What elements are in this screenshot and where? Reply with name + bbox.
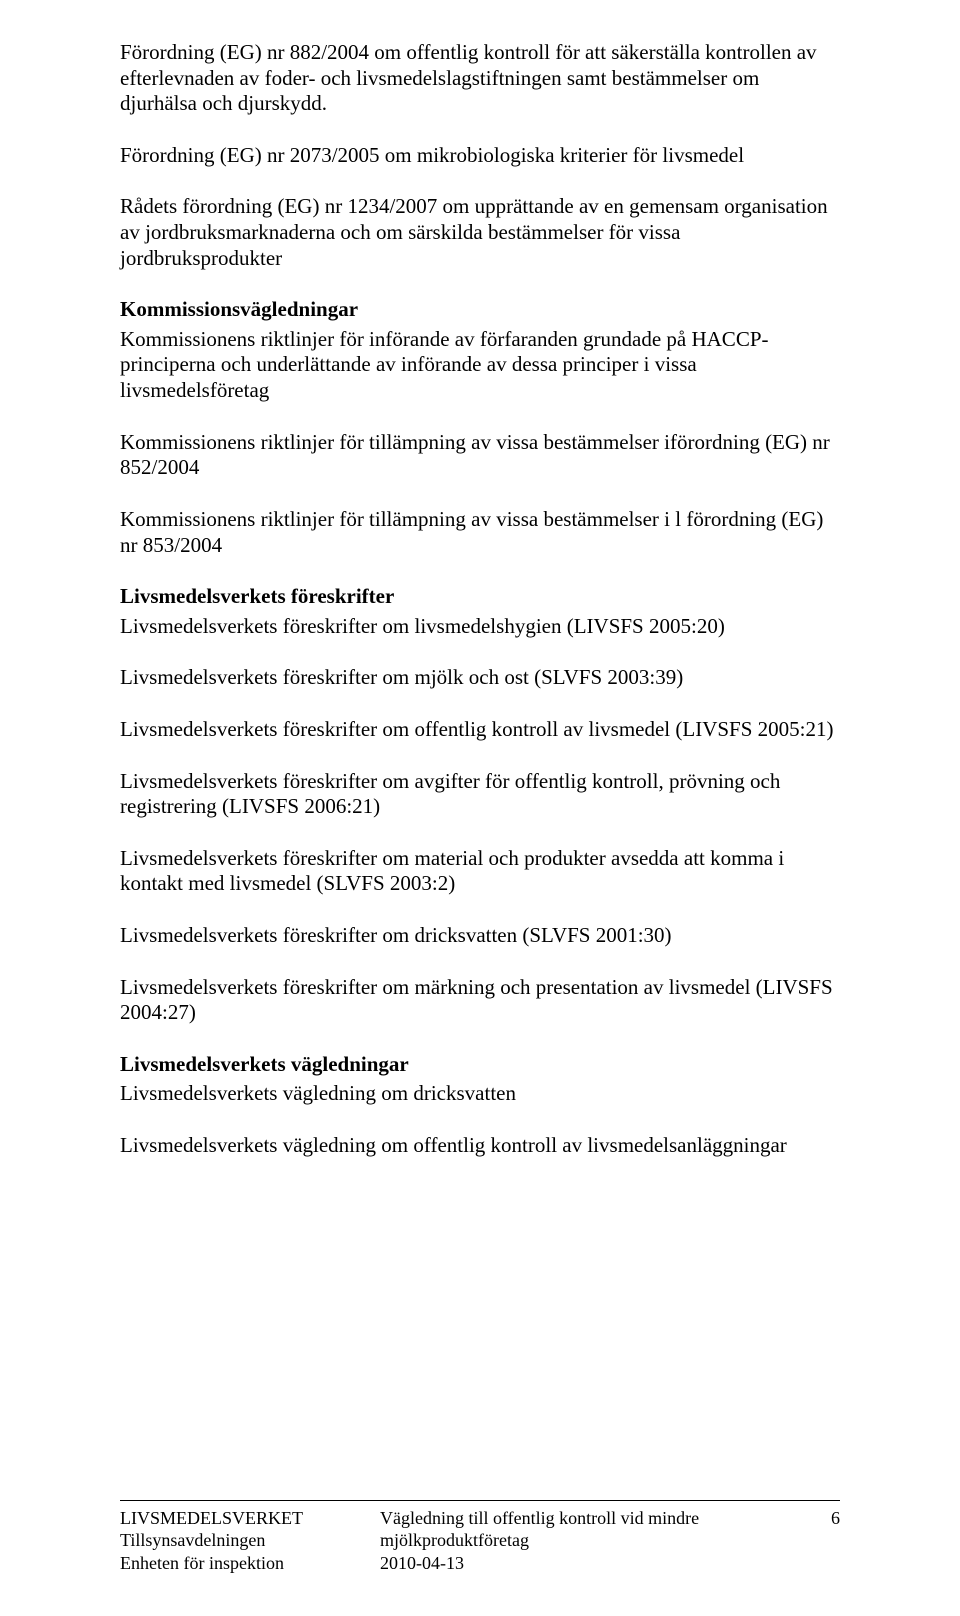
paragraph: Livsmedelsverkets föreskrifter om märkni…	[120, 975, 840, 1026]
paragraph: Livsmedelsverkets föreskrifter om dricks…	[120, 923, 840, 949]
paragraph: Rådets förordning (EG) nr 1234/2007 om u…	[120, 194, 840, 271]
footer-date: 2010-04-13	[380, 1552, 780, 1575]
paragraph: Kommissionens riktlinjer för införande a…	[120, 327, 840, 404]
body-content: Förordning (EG) nr 882/2004 om offentlig…	[120, 40, 840, 1159]
page: Förordning (EG) nr 882/2004 om offentlig…	[0, 0, 960, 1616]
page-footer: LIVSMEDELSVERKET Tillsynsavdelningen Enh…	[120, 1500, 840, 1575]
paragraph: Livsmedelsverkets vägledning om offentli…	[120, 1133, 840, 1159]
paragraph: Livsmedelsverkets föreskrifter om offent…	[120, 717, 840, 743]
footer-unit-name: Enheten för inspektion	[120, 1552, 380, 1575]
footer-dept-name: Tillsynsavdelningen	[120, 1529, 380, 1552]
section-heading-foreskrifter: Livsmedelsverkets föreskrifter	[120, 584, 840, 610]
paragraph: Livsmedelsverkets föreskrifter om materi…	[120, 846, 840, 897]
footer-divider	[120, 1500, 840, 1501]
paragraph: Livsmedelsverkets föreskrifter om livsme…	[120, 614, 840, 640]
paragraph: Förordning (EG) nr 882/2004 om offentlig…	[120, 40, 840, 117]
section-heading-vagledningar: Livsmedelsverkets vägledningar	[120, 1052, 840, 1078]
footer-left-col: LIVSMEDELSVERKET Tillsynsavdelningen Enh…	[120, 1507, 380, 1575]
paragraph: Förordning (EG) nr 2073/2005 om mikrobio…	[120, 143, 840, 169]
paragraph: Livsmedelsverkets vägledning om dricksva…	[120, 1081, 840, 1107]
footer-center-col: Vägledning till offentlig kontroll vid m…	[380, 1507, 780, 1575]
footer-row: LIVSMEDELSVERKET Tillsynsavdelningen Enh…	[120, 1507, 840, 1575]
footer-doc-title-line1: Vägledning till offentlig kontroll vid m…	[380, 1507, 780, 1530]
paragraph: Kommissionens riktlinjer för tillämpning…	[120, 507, 840, 558]
footer-doc-title-line2: mjölkproduktföretag	[380, 1529, 780, 1552]
paragraph: Livsmedelsverkets föreskrifter om mjölk …	[120, 665, 840, 691]
paragraph: Kommissionens riktlinjer för tillämpning…	[120, 430, 840, 481]
footer-page-number: 6	[780, 1507, 840, 1575]
section-heading-kommissions: Kommissionsvägledningar	[120, 297, 840, 323]
paragraph: Livsmedelsverkets föreskrifter om avgift…	[120, 769, 840, 820]
footer-org-name: LIVSMEDELSVERKET	[120, 1507, 380, 1530]
